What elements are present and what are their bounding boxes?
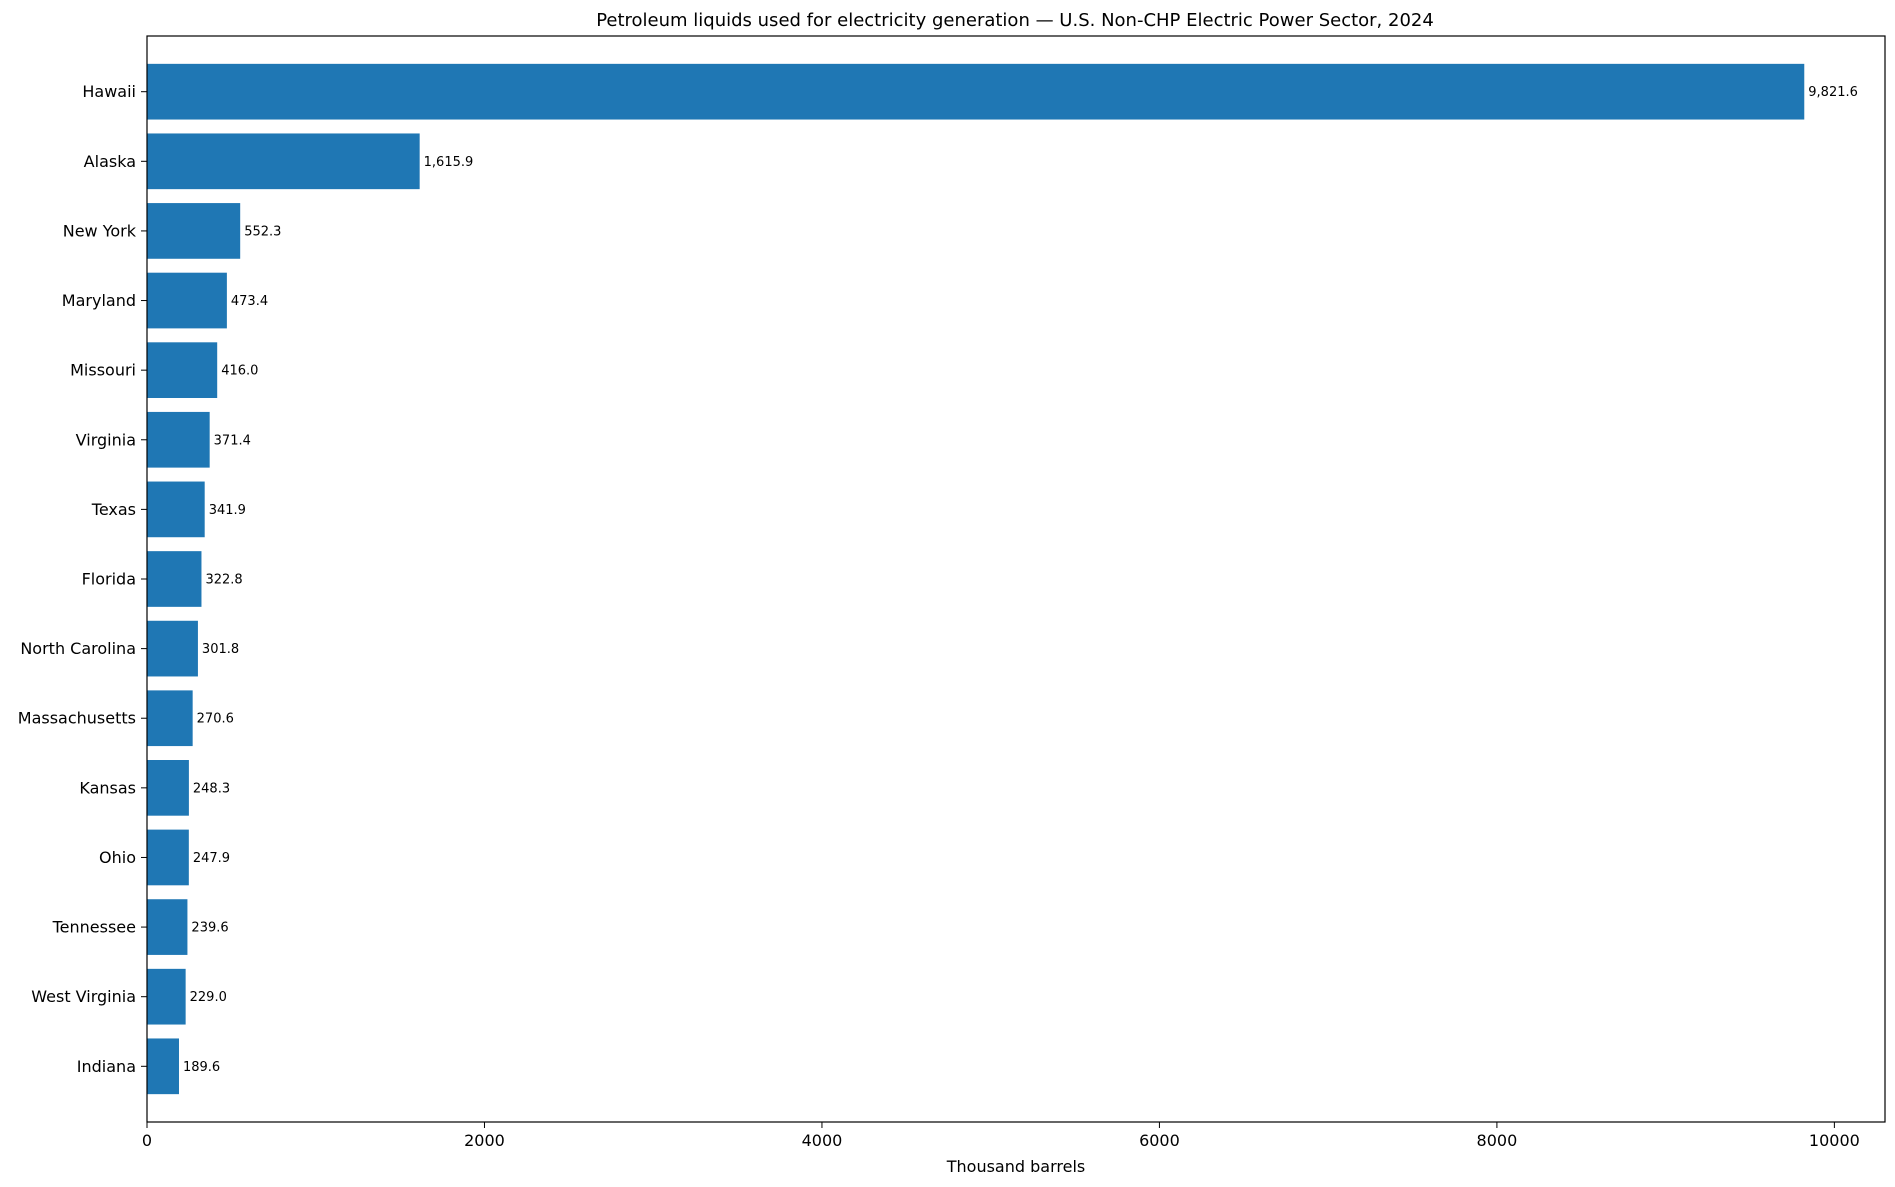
data-label: 248.3 — [193, 781, 230, 796]
y-tick-label: West Virginia — [31, 987, 136, 1006]
data-label: 552.3 — [244, 224, 281, 239]
bar-hawaii — [147, 63, 1805, 120]
y-tick-label: Kansas — [79, 778, 136, 797]
data-label: 229.0 — [190, 990, 227, 1005]
y-tick-label: Ohio — [99, 848, 136, 867]
bar-virginia — [147, 411, 210, 468]
y-tick-label: Texas — [91, 500, 136, 519]
bar-missouri — [147, 342, 218, 398]
data-label: 473.4 — [231, 294, 268, 309]
y-tick-label: North Carolina — [20, 639, 136, 658]
data-label: 416.0 — [221, 364, 258, 379]
x-tick-label: 8000 — [1477, 1131, 1518, 1150]
data-label: 247.9 — [193, 851, 230, 866]
data-label: 341.9 — [209, 503, 246, 518]
data-label: 371.4 — [214, 433, 251, 448]
y-tick-label: New York — [63, 221, 137, 240]
bar-maryland — [147, 272, 227, 329]
plot-frame — [146, 35, 1886, 1123]
data-label: 239.6 — [191, 921, 228, 936]
y-tick-label: Maryland — [62, 291, 136, 310]
data-label: 270.6 — [197, 712, 234, 727]
bar-ohio — [147, 829, 189, 886]
bar-massachusetts — [147, 690, 193, 747]
y-tick-label: Missouri — [70, 361, 136, 380]
data-label: 1,615.9 — [424, 155, 474, 170]
bar-new-york — [147, 203, 241, 259]
bar-west-virginia — [147, 968, 186, 1025]
y-tick-label: Florida — [82, 570, 136, 589]
data-label: 189.6 — [183, 1060, 220, 1075]
y-tick-label: Indiana — [77, 1057, 136, 1076]
y-tick-label: Alaska — [84, 152, 136, 171]
y-tick-label: Virginia — [76, 430, 136, 449]
y-axis: Hawaii Alaska New York Maryland Missouri Virg… — [18, 82, 147, 1076]
bar-north-carolina — [147, 620, 198, 677]
bar-kansas — [147, 760, 189, 816]
x-axis: 0 2000 4000 6000 8000 10000 — [142, 1122, 1860, 1150]
x-tick-label: 2000 — [464, 1131, 505, 1150]
y-tick-label: Massachusetts — [18, 709, 136, 728]
x-tick-label: 6000 — [1139, 1131, 1180, 1150]
bar-alaska — [147, 133, 420, 190]
data-label: 9,821.6 — [1808, 85, 1858, 100]
bar-florida — [147, 551, 202, 607]
bar-tennessee — [147, 899, 188, 955]
y-tick-label: Tennessee — [52, 918, 136, 937]
x-tick-label: 0 — [142, 1131, 152, 1150]
y-tick-label: Hawaii — [82, 82, 136, 101]
bar-indiana — [147, 1038, 179, 1095]
x-tick-label: 4000 — [802, 1131, 843, 1150]
chart-title: Petroleum liquids used for electricity g… — [596, 10, 1434, 31]
data-label: 301.8 — [202, 642, 239, 657]
bar-texas — [147, 481, 205, 538]
x-axis-label: Thousand barrels — [946, 1157, 1085, 1176]
plot-area: 9,821.6 1,615.9 552.3 473.4 416.0 371.4 341.9 3… — [147, 63, 1858, 1095]
x-tick-label: 10000 — [1809, 1131, 1860, 1150]
data-label: 322.8 — [205, 573, 242, 588]
